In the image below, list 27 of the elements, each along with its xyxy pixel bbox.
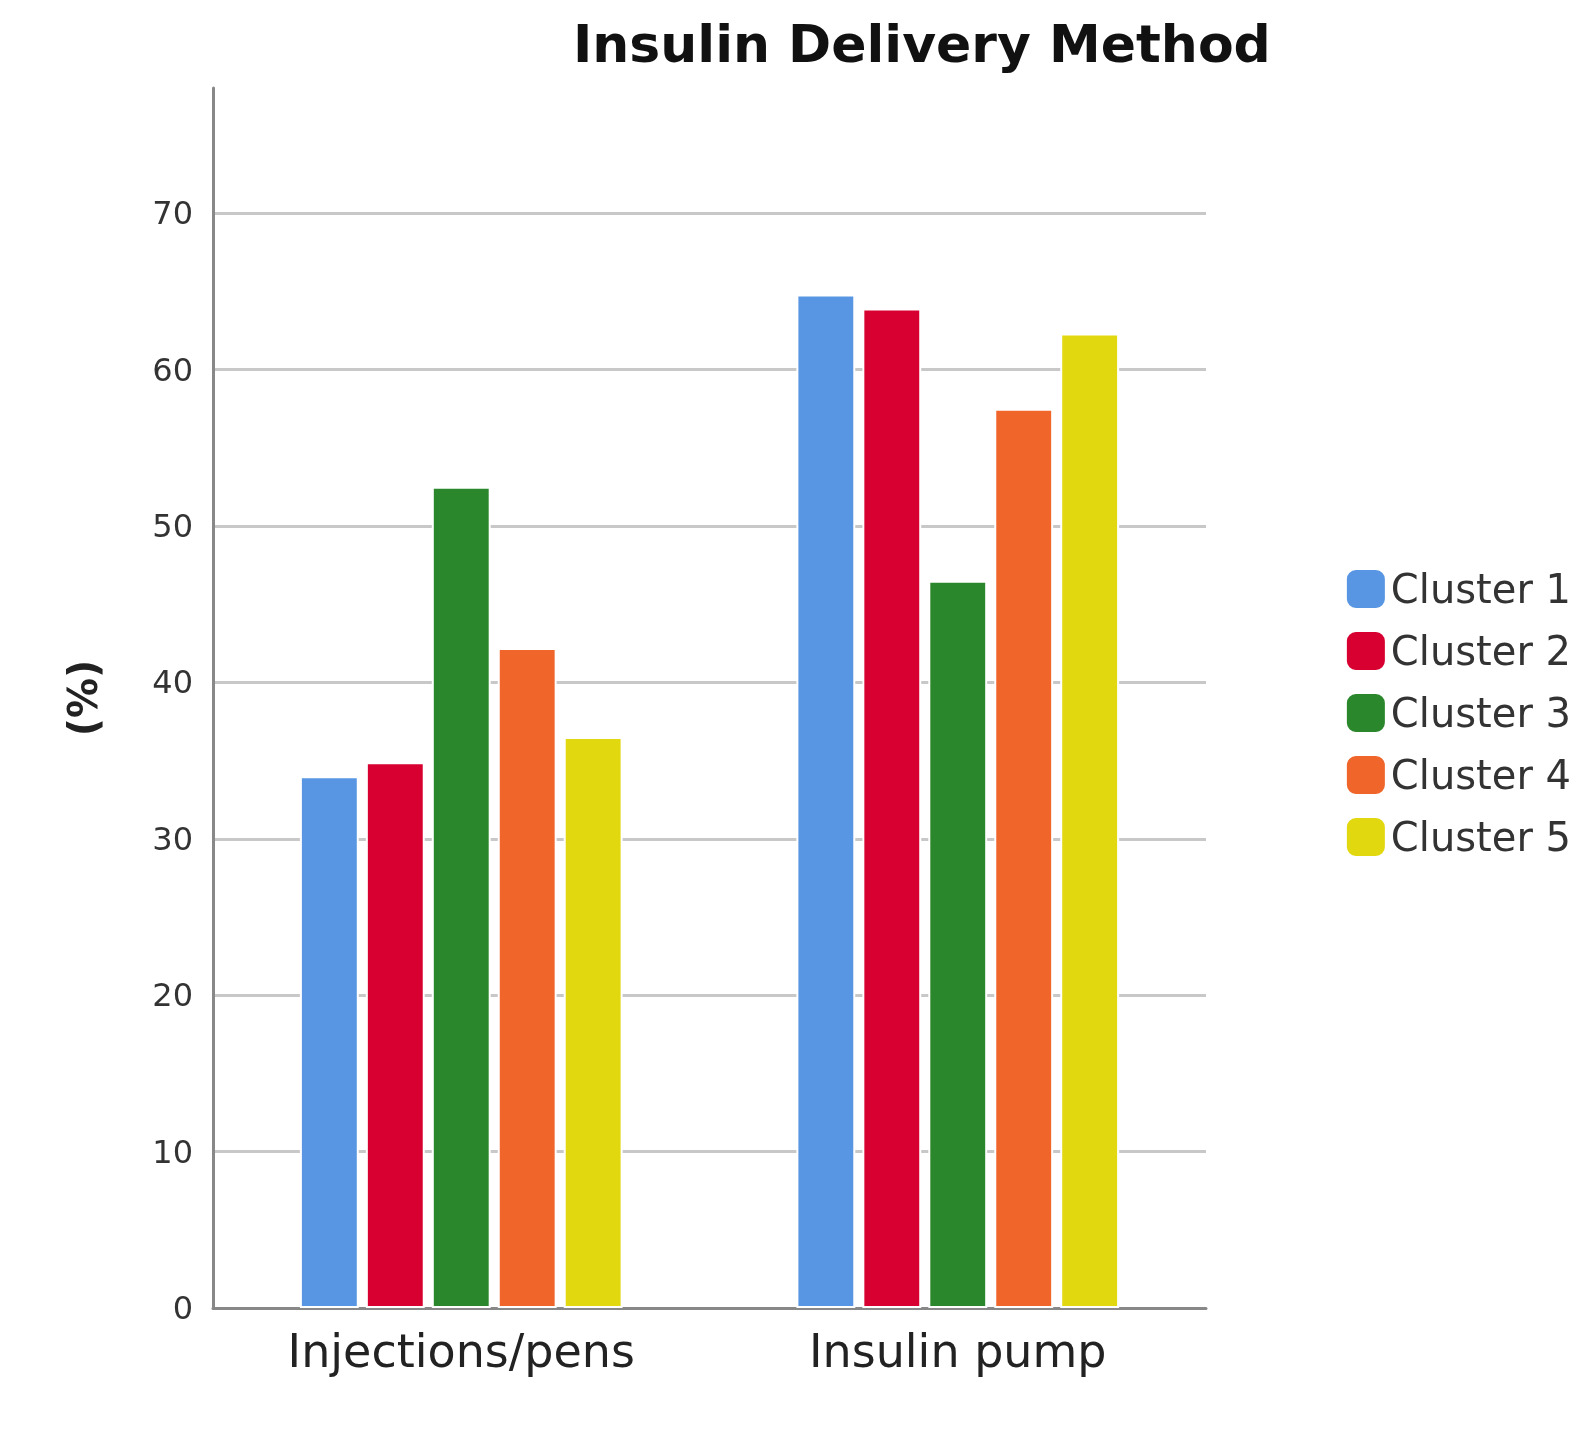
legend-label: Cluster 5 — [1390, 814, 1571, 860]
bar — [431, 486, 491, 1308]
bar — [928, 580, 988, 1308]
y-tick-label: 30 — [152, 819, 193, 858]
bar — [1060, 333, 1120, 1308]
y-tick-label: 40 — [152, 663, 193, 702]
legend-label: Cluster 2 — [1390, 628, 1571, 674]
y-tick-label: 0 — [172, 1289, 193, 1327]
bar — [365, 762, 425, 1308]
x-tick-label: Injections/pens — [287, 1324, 635, 1378]
legend-label: Cluster 4 — [1390, 752, 1571, 798]
bar — [497, 647, 557, 1308]
bar — [796, 294, 856, 1308]
bar — [299, 776, 359, 1308]
y-tick-label: 60 — [152, 350, 193, 389]
legend-label: Cluster 3 — [1390, 690, 1571, 736]
chart-title: Insulin Delivery Method — [573, 14, 1271, 74]
legend-label: Cluster 1 — [1390, 566, 1571, 612]
y-tick-label: 50 — [152, 506, 193, 545]
bar — [862, 308, 922, 1308]
bar — [994, 408, 1054, 1308]
x-tick-label: Insulin pump — [808, 1324, 1107, 1378]
y-axis-title: (%) — [60, 659, 106, 737]
y-tick-label: 20 — [152, 976, 193, 1015]
y-tick-label: 10 — [152, 1132, 193, 1171]
y-tick-label: 70 — [152, 194, 193, 233]
bar — [563, 737, 623, 1308]
